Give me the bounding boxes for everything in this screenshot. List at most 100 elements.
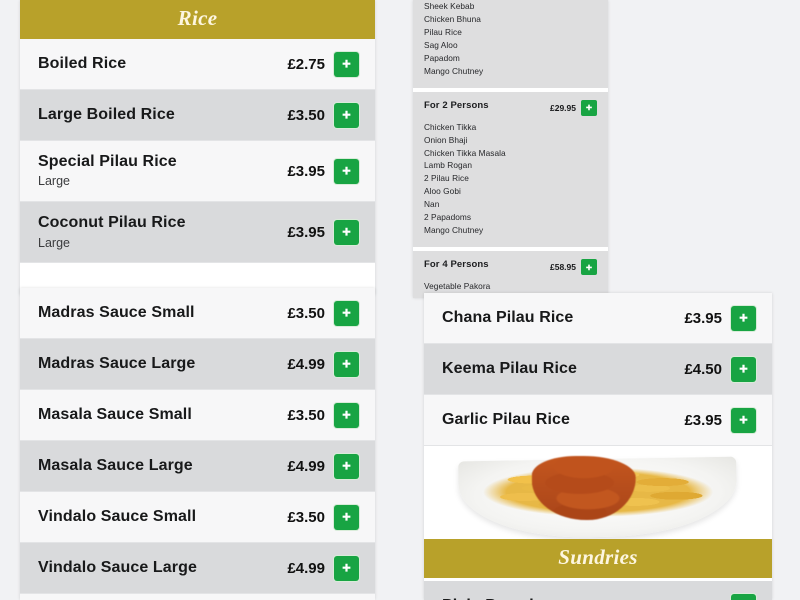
add-to-basket-button[interactable]	[731, 305, 756, 331]
add-to-basket-button[interactable]	[334, 102, 359, 128]
plus-icon	[738, 364, 749, 375]
plus-icon	[341, 308, 352, 319]
menu-item-name: Masala Sauce Small	[38, 405, 192, 423]
menu-item-price: £4.99	[287, 355, 325, 373]
set-meal-price: £58.95	[550, 262, 576, 273]
set-meal-content-item: Chicken Tikka	[424, 121, 477, 132]
sauces-section-panel: Madras Sauce Small £3.50 Madras Sauce Larg…	[20, 288, 375, 600]
set-meal-content-item: Mango Chutney	[424, 225, 484, 236]
food-photo-chips-curry-sauce	[424, 446, 772, 546]
menu-item-info: Garlic Pilau Rice	[442, 411, 570, 429]
menu-item-row[interactable]: Plain Papadom £0.80	[424, 581, 772, 600]
menu-item-actions: £2.75	[287, 51, 359, 77]
menu-item-name: Garlic Pilau Rice	[442, 410, 570, 428]
menu-item-name: Chana Pilau Rice	[442, 308, 574, 326]
menu-item-info: Madras Sauce Small	[38, 304, 195, 322]
add-to-basket-button[interactable]	[334, 555, 359, 581]
menu-item-actions: £3.50	[287, 402, 359, 428]
menu-item-row[interactable]: Garlic Pilau Rice £3.95	[424, 395, 772, 446]
menu-item-row[interactable]: Coconut Pilau Rice Large £3.95	[20, 202, 375, 264]
menu-item-row[interactable]: Chana Pilau Rice £3.95	[424, 293, 772, 344]
add-to-basket-button[interactable]	[334, 351, 359, 377]
add-to-basket-button[interactable]	[581, 99, 597, 116]
curry-sauce-shape	[531, 456, 637, 520]
menu-item-row[interactable]: Special Pilau Rice Large £3.95	[20, 141, 375, 203]
menu-item-name: Plain Papadom	[442, 597, 558, 600]
plus-icon	[341, 563, 352, 574]
add-to-basket-button[interactable]	[334, 300, 359, 326]
add-to-basket-button[interactable]	[334, 504, 359, 530]
section-header-rice: Rice	[20, 0, 375, 39]
menu-item-price: £3.50	[287, 508, 325, 526]
menu-item-name: Vindalo Sauce Large	[38, 558, 197, 576]
menu-item-row[interactable]: Madras Sauce Small £3.50	[20, 288, 375, 339]
add-to-basket-button[interactable]	[581, 259, 597, 276]
add-to-basket-button[interactable]	[731, 407, 756, 433]
menu-item-row[interactable]: Vindalo Sauce Small £3.50	[20, 492, 375, 543]
menu-item-price: £3.50	[287, 304, 325, 322]
menu-item-row[interactable]: Large Boiled Rice £3.50	[20, 90, 375, 141]
set-meal-price: £29.95	[550, 102, 576, 113]
set-meal-content-item: Lamb Rogan	[424, 160, 473, 171]
add-to-basket-button[interactable]	[334, 402, 359, 428]
menu-item-price: £3.95	[287, 162, 325, 180]
menu-item-row[interactable]: Madras Sauce Large £4.99	[20, 339, 375, 390]
add-to-basket-button[interactable]	[731, 593, 756, 600]
menu-item-actions: £3.95	[287, 158, 359, 184]
sauce-item-list: Madras Sauce Small £3.50 Madras Sauce Larg…	[20, 288, 375, 600]
set-meal-content-item: Chicken Tikka Masala	[424, 147, 506, 158]
menu-item-price: £2.75	[287, 55, 325, 73]
set-meal-content-item: Mango Chutney	[424, 65, 484, 76]
menu-item-info: Special Pilau Rice Large	[38, 153, 177, 189]
menu-item-info: Chana Pilau Rice	[442, 309, 573, 327]
plus-icon	[585, 100, 593, 115]
menu-item-actions: £4.99	[287, 555, 359, 581]
set-meal-header: For 4 Persons £58.95	[424, 259, 597, 276]
menu-item-row[interactable]: Bengal Sauce Small£3.50	[20, 594, 375, 600]
menu-item-actions: £4.99	[287, 453, 359, 479]
add-to-basket-button[interactable]	[334, 158, 359, 184]
menu-item-actions: £3.50	[287, 102, 359, 128]
add-to-basket-button[interactable]	[731, 356, 756, 382]
set-meal-title: For 4 Persons	[424, 259, 489, 271]
set-meal-card[interactable]: For 2 Persons £29.95 Chicken Tikka Onion Bh…	[413, 91, 608, 252]
set-meal-actions: £58.95	[550, 259, 597, 276]
section-header-sundries: Sundries	[424, 539, 772, 578]
add-to-basket-button[interactable]	[334, 453, 359, 479]
menu-item-name: Coconut Pilau Rice	[38, 214, 186, 232]
set-meal-title: For 2 Persons	[424, 99, 489, 111]
set-meal-content-item: Onion Bhaji	[424, 134, 468, 145]
plus-icon	[341, 359, 352, 370]
add-to-basket-button[interactable]	[334, 219, 359, 245]
menu-item-actions: £0.80	[684, 593, 756, 600]
menu-item-name: Masala Sauce Large	[38, 456, 193, 474]
menu-item-row[interactable]: Keema Pilau Rice £4.50	[424, 344, 772, 395]
plus-icon	[341, 410, 352, 421]
set-meal-header: For 2 Persons £29.95	[424, 99, 597, 116]
set-meal-actions: £29.95	[550, 99, 597, 116]
set-meal-card-partial[interactable]: Sheek Kebab Chicken Bhuna Pilau Rice Sag Al…	[413, 0, 608, 92]
menu-item-info: Vindalo Sauce Large	[38, 559, 197, 577]
menu-item-info: Vindalo Sauce Small	[38, 508, 196, 526]
rice-item-list: Boiled Rice £2.75 Large Boiled Rice £3.50 Sp…	[20, 39, 375, 264]
menu-item-actions: £4.99	[287, 351, 359, 377]
menu-item-row[interactable]: Masala Sauce Small £3.50	[20, 390, 375, 441]
menu-item-actions: £3.95	[287, 219, 359, 245]
menu-item-row[interactable]: Masala Sauce Large £4.99	[20, 441, 375, 492]
menu-item-name: Special Pilau Rice	[38, 153, 177, 170]
set-meal-contents: Chicken Tikka Onion Bhaji Chicken Tikka Ma…	[424, 121, 597, 237]
plus-icon	[341, 166, 352, 177]
set-meal-content-item: 2 Pilau Rice	[424, 173, 469, 184]
set-meal-card-list: For 2 Persons £29.95 Chicken Tikka Onion Bh…	[413, 91, 608, 298]
set-meal-content-item: Vegetable Pakora	[424, 281, 491, 292]
add-to-basket-button[interactable]	[334, 51, 359, 77]
plus-icon	[341, 110, 352, 121]
menu-item-name: Madras Sauce Large	[38, 354, 196, 372]
menu-item-price: £3.95	[287, 223, 325, 241]
set-meal-content-item: Nan	[424, 199, 440, 210]
menu-item-price: £3.50	[287, 106, 325, 124]
menu-item-row[interactable]: Vindalo Sauce Large £4.99	[20, 543, 375, 594]
menu-item-row[interactable]: Boiled Rice £2.75	[20, 39, 375, 90]
menu-item-info: Madras Sauce Large	[38, 355, 195, 373]
